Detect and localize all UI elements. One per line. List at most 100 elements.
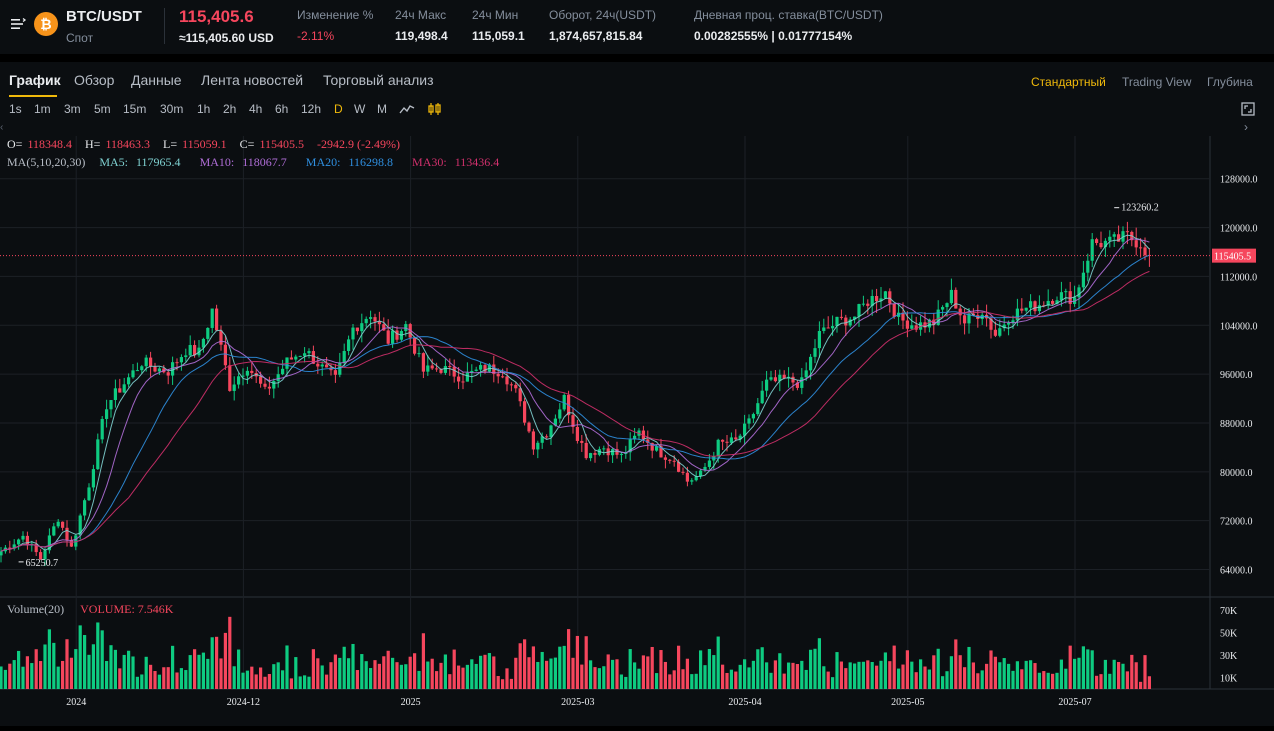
interval-1m[interactable]: 1m	[34, 102, 51, 116]
candle-body	[232, 384, 236, 391]
volume-bar	[303, 675, 307, 689]
candle-body	[465, 372, 469, 382]
candle-body	[523, 401, 527, 423]
candlestick-icon[interactable]	[427, 102, 443, 116]
volume-bar	[1139, 681, 1143, 689]
volume-bar	[681, 669, 685, 689]
volume-bar	[611, 659, 615, 689]
volume-bar	[993, 656, 997, 689]
volume-bar	[619, 674, 623, 689]
interval-6h[interactable]: 6h	[275, 102, 289, 116]
menu-icon[interactable]	[9, 15, 27, 33]
candle-body	[707, 460, 711, 467]
candle-body	[633, 435, 637, 440]
view-depth[interactable]: Глубина	[1207, 75, 1253, 89]
view-tradingview[interactable]: Trading View	[1122, 75, 1192, 89]
price-chart[interactable]: 128000.0 120000.0 112000.0 104000.0 96000.0 8…	[0, 136, 1274, 726]
candle-body	[509, 384, 513, 386]
candle-body	[1059, 292, 1063, 301]
line-chart-icon[interactable]	[399, 102, 415, 116]
candle-body	[223, 344, 227, 366]
interval-30m[interactable]: 30m	[160, 102, 184, 116]
volume-bar	[487, 653, 491, 689]
volume-bar	[443, 654, 447, 689]
volume-bar	[413, 653, 417, 689]
candle-body	[364, 318, 368, 324]
interval-15m[interactable]: 15m	[123, 102, 147, 116]
volume-bar	[474, 663, 478, 689]
interval-3m[interactable]: 3m	[64, 102, 81, 116]
tab-chart[interactable]: График	[9, 72, 61, 88]
scroll-right-icon[interactable]: ›	[1244, 120, 1248, 134]
candle-body	[118, 388, 122, 393]
volume-bar	[1073, 658, 1077, 689]
candle-body	[241, 375, 245, 377]
view-standard[interactable]: Стандартный	[1031, 75, 1106, 89]
volume-bar	[1117, 662, 1121, 689]
interval-2h[interactable]: 2h	[223, 102, 237, 116]
candle-body	[536, 442, 540, 450]
candle-body	[870, 295, 874, 306]
interval-1s[interactable]: 1s	[9, 102, 22, 116]
candle-body	[311, 351, 315, 364]
candle-body	[1139, 247, 1143, 249]
candle-body	[927, 319, 931, 328]
volume-bar	[773, 660, 777, 689]
volume-bar	[285, 645, 289, 689]
volume-bar	[210, 637, 214, 689]
scroll-left-icon[interactable]: ‹	[0, 122, 4, 133]
open-label: O=	[7, 137, 23, 151]
volume-tick-label: 70K	[1220, 606, 1238, 617]
min-marker-label: 65250.7	[26, 558, 59, 569]
pair-name[interactable]: BTC/USDT	[66, 8, 142, 25]
volume-bar	[311, 649, 315, 689]
candle-body	[901, 312, 905, 321]
candle-body	[8, 547, 12, 549]
tab-news[interactable]: Лента новостей	[201, 72, 304, 88]
candle-body	[443, 366, 447, 373]
volume-bar	[1143, 655, 1147, 689]
stat-change: Изменение % -2.11%	[297, 8, 373, 43]
volume-bar	[791, 662, 795, 689]
volume-bar	[923, 666, 927, 689]
interval-1w[interactable]: W	[354, 102, 366, 116]
candle-body	[650, 442, 654, 451]
volume-bar	[404, 664, 408, 689]
interval-1d[interactable]: D	[334, 102, 343, 116]
volume-bar	[417, 670, 421, 689]
candle-body	[514, 384, 518, 389]
volume-bar	[184, 670, 188, 689]
candle-body	[276, 374, 280, 382]
tab-overview[interactable]: Обзор	[74, 72, 115, 88]
ma20-line	[0, 254, 1150, 552]
volume-bar	[765, 662, 769, 689]
candle-body	[373, 317, 377, 322]
volume-bar	[655, 673, 659, 689]
volume-bar	[316, 658, 320, 689]
volume-bar	[998, 662, 1002, 689]
candle-body	[892, 303, 896, 317]
stat-24h-high: 24ч Макс 119,498.4	[395, 8, 448, 43]
volume-bar	[259, 667, 263, 689]
candle-body	[501, 376, 505, 378]
candle-body	[61, 521, 65, 528]
candle-body	[281, 368, 285, 375]
interval-5m[interactable]: 5m	[94, 102, 111, 116]
fullscreen-icon[interactable]	[1241, 102, 1255, 116]
volume-bar	[751, 660, 755, 689]
candle-body	[747, 418, 751, 424]
interval-1h[interactable]: 1h	[197, 102, 211, 116]
volume-bar	[294, 657, 298, 689]
tab-trading-analysis[interactable]: Торговый анализ	[323, 72, 434, 88]
interval-12h[interactable]: 12h	[301, 102, 322, 116]
volume-bar	[936, 648, 940, 689]
tab-data[interactable]: Данные	[131, 72, 182, 88]
candle-body	[822, 327, 826, 331]
volume-bar	[232, 666, 236, 689]
candlestick-chart-svg[interactable]: 128000.0 120000.0 112000.0 104000.0 96000.0 8…	[0, 136, 1274, 726]
volume-bar	[1020, 669, 1024, 689]
interval-4h[interactable]: 4h	[249, 102, 263, 116]
volume-bar	[87, 654, 91, 689]
interval-1mo[interactable]: M	[377, 102, 387, 116]
candle-body	[549, 425, 553, 438]
